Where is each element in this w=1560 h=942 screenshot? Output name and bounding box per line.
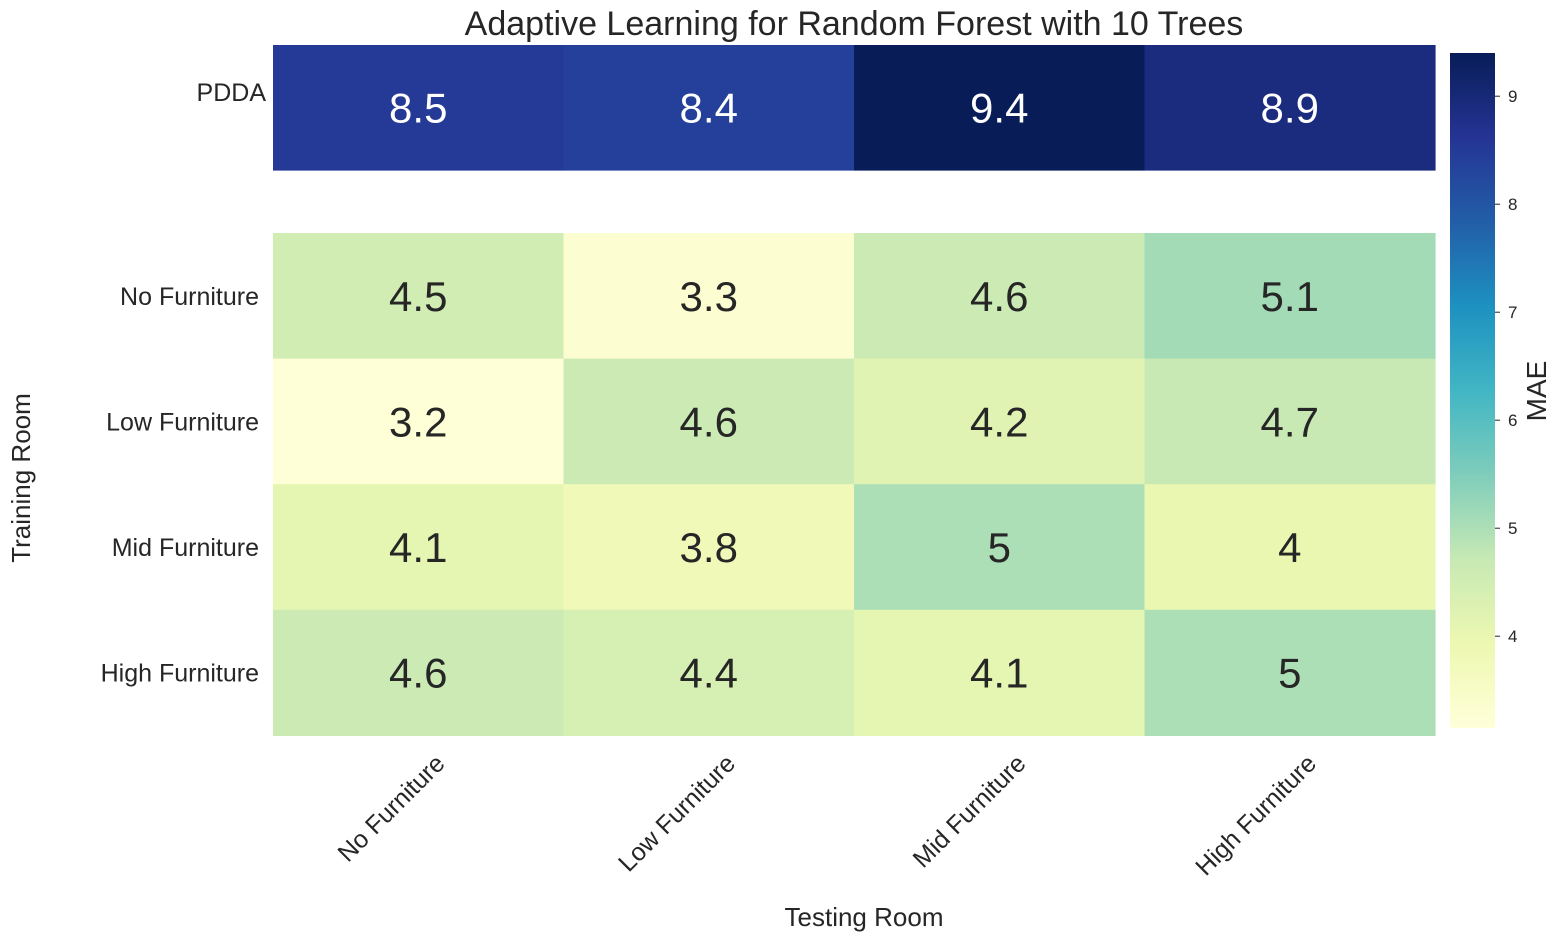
pdda-cell — [563, 45, 855, 171]
main-cell — [854, 484, 1146, 611]
pdda-cell — [273, 45, 565, 171]
main-cell-value: 4.1 — [970, 650, 1028, 697]
main-cell — [1144, 358, 1436, 485]
colorbar-tick-label: 9 — [1508, 87, 1517, 106]
pdda-cell-value: 8.4 — [680, 85, 738, 132]
colorbar-tick-label: 5 — [1508, 519, 1517, 538]
main-cell-value: 3.2 — [389, 398, 447, 445]
colorbar-tick-label: 6 — [1508, 411, 1517, 430]
main-cell-value: 5 — [1278, 650, 1301, 697]
main-cell-value: 4.1 — [389, 524, 447, 571]
main-cell — [273, 484, 565, 611]
main-cell-value: 4.6 — [680, 398, 738, 445]
colorbar-tick-label: 8 — [1508, 195, 1517, 214]
main-panel: 4.5 3.3 4.6 5.1 3.2 4.6 4.2 4.7 4.1 3.8 5 4 4.6 4.4 4.… — [273, 233, 1436, 736]
main-cell — [563, 233, 855, 360]
main-cell-value: 5.1 — [1261, 273, 1319, 320]
top-panel: 8.5 8.4 9.4 8.9 — [273, 45, 1436, 171]
main-cell-value: 4.5 — [389, 273, 447, 320]
main-cell-value: 4.6 — [970, 273, 1028, 320]
colorbar-label: MAE — [1521, 361, 1552, 422]
y-tick-label: No Furniture — [120, 283, 259, 311]
colorbar: 4 5 6 7 8 9 — [1450, 53, 1517, 728]
y-tick-labels: PDDA No Furniture Low Furniture Mid Furnitu… — [101, 79, 267, 688]
y-tick-label: PDDA — [197, 79, 267, 107]
pdda-cell-value: 8.5 — [389, 85, 447, 132]
main-cell-value: 3.3 — [680, 273, 738, 320]
pdda-cell-value: 9.4 — [970, 85, 1028, 132]
pdda-cell — [1144, 45, 1436, 171]
pdda-cell-value: 8.9 — [1261, 85, 1319, 132]
main-cell-value: 5 — [988, 524, 1011, 571]
main-cell-value: 3.8 — [680, 524, 738, 571]
x-tick-labels: No Furniture Low Furniture Mid Furniture Hi… — [332, 749, 1322, 881]
x-axis-label: Testing Room — [785, 902, 944, 932]
main-cell — [273, 233, 565, 360]
x-tick-label: High Furniture — [1190, 749, 1322, 881]
main-cell — [1144, 233, 1436, 360]
colorbar-gradient — [1450, 53, 1495, 728]
colorbar-tick-label: 4 — [1508, 627, 1517, 646]
x-tick-label: Low Furniture — [613, 749, 741, 877]
main-cell-value: 4.2 — [970, 398, 1028, 445]
main-cell — [854, 609, 1146, 736]
main-cell-value: 4 — [1278, 524, 1301, 571]
main-cell — [854, 233, 1146, 360]
x-tick-label: No Furniture — [332, 749, 450, 867]
main-cell-value: 4.4 — [680, 650, 738, 697]
y-tick-label: High Furniture — [101, 660, 259, 688]
main-cell — [273, 358, 565, 485]
main-cell-value: 4.7 — [1261, 398, 1319, 445]
chart-title: Adaptive Learning for Random Forest with… — [465, 5, 1244, 43]
colorbar-tick-label: 7 — [1508, 303, 1517, 322]
main-cell — [563, 484, 855, 611]
main-cell — [1144, 609, 1436, 736]
y-tick-label: Low Furniture — [106, 408, 259, 436]
y-tick-label: Mid Furniture — [112, 534, 259, 562]
pdda-cell — [854, 45, 1146, 171]
main-cell — [563, 609, 855, 736]
main-cell-value: 4.6 — [389, 650, 447, 697]
main-cell — [854, 358, 1146, 485]
main-cell — [273, 609, 565, 736]
y-axis-label: Training Room — [6, 393, 36, 563]
main-cell — [1144, 484, 1436, 611]
main-cell — [563, 358, 855, 485]
x-tick-label: Mid Furniture — [908, 749, 1032, 873]
